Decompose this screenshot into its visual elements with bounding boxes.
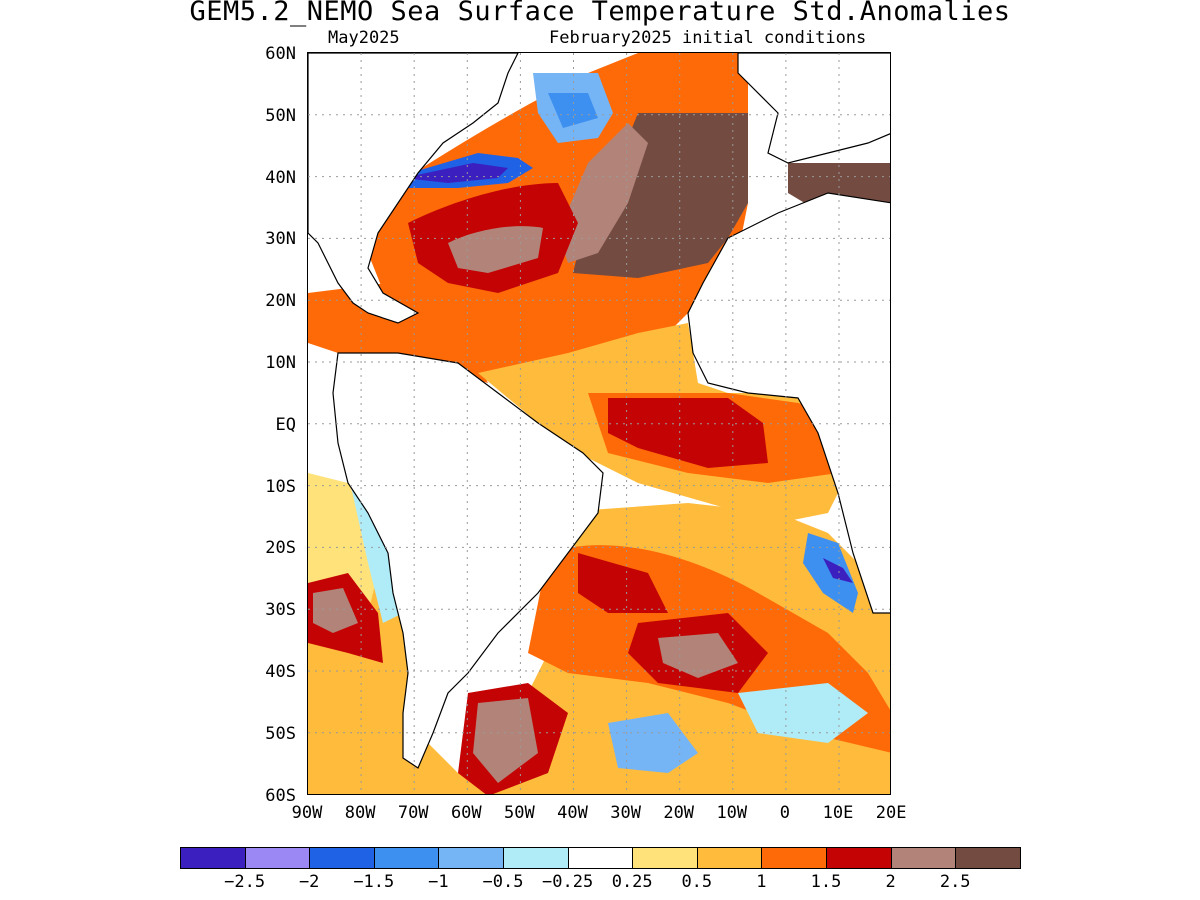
anomaly-field-south-brown1 [473, 698, 538, 783]
anomaly-field-benguela-deep [823, 558, 853, 583]
lon-tick-label: 90W [291, 803, 323, 823]
initial-conditions: February2025 initial conditions [549, 28, 867, 48]
lon-tick-label: 40W [557, 803, 588, 823]
anomaly-field-sw-brown-core [313, 588, 358, 633]
anomaly-field-gulfstream-deep [403, 163, 508, 183]
anomaly-field-gulf-1 [308, 283, 488, 383]
map-gridlines [308, 53, 890, 794]
anomaly-field-south-core1 [578, 553, 668, 613]
lat-tick-label: 50S [265, 723, 296, 744]
colorbar-label: 1.5 [810, 872, 842, 892]
lat-tick-label: 30S [265, 600, 296, 621]
anomaly-field-equator-core [608, 398, 768, 468]
lat-tick-label: 30N [265, 229, 296, 250]
map-svg [308, 53, 890, 794]
lon-tick-label: 20W [663, 803, 695, 823]
colorbar-swatch [955, 847, 1021, 869]
colorbar-swatch [890, 847, 957, 869]
landmass-europe [737, 53, 890, 164]
colorbar-label: −0.5 [482, 872, 524, 892]
lon-tick-label: 0 [779, 803, 791, 823]
anomaly-field-south-cold2 [738, 683, 868, 743]
colorbar-swatch [567, 847, 634, 869]
lon-tick-label: 80W [344, 803, 376, 823]
colorbar-swatch [826, 847, 892, 869]
lon-tick-label: 50W [504, 803, 535, 823]
lat-tick-label: 60S [265, 785, 296, 806]
colorbar-label: −1 [428, 872, 449, 892]
colorbar-label: −0.25 [542, 872, 594, 892]
lat-tick-label: EQ [275, 414, 296, 435]
colorbar-swatch [503, 847, 569, 869]
anomaly-field-2-5-inner [448, 226, 543, 273]
lat-tick-label: 10N [265, 353, 296, 373]
colorbar-label: −2 [298, 872, 320, 892]
lat-tick-label: 20N [265, 291, 296, 312]
lat-tick-label: 60N [265, 44, 296, 64]
colorbar-swatch [761, 847, 827, 869]
anomaly-field-ne-lightbrown [558, 123, 648, 263]
landmass-south-america [332, 352, 604, 769]
anomaly-field-south-brown2 [658, 633, 738, 678]
forecast-month: May2025 [328, 28, 400, 48]
colorbar-swatch [373, 847, 440, 869]
colorbar-label: −2.5 [224, 872, 266, 892]
lon-tick-label: 20E [875, 803, 907, 823]
lat-tick-label: 20S [265, 538, 296, 559]
anomaly-map [307, 52, 891, 795]
lon-tick-label: 70W [397, 803, 429, 823]
colorbar-label: 2.5 [939, 872, 971, 892]
colorbar-swatch [438, 847, 504, 869]
lon-tick-label: 60W [450, 803, 482, 823]
lat-tick-label: 50N [265, 105, 296, 126]
colorbar-swatch [632, 847, 698, 869]
landmass-north-america [308, 53, 519, 324]
lat-tick-label: 40S [265, 662, 296, 682]
lon-tick-label: 10E [822, 803, 854, 823]
colorbar-label: 0.25 [611, 872, 653, 892]
anomaly-field-south-cold1 [608, 713, 698, 773]
lat-tick-label: 10S [265, 476, 296, 497]
colorbar-label: 1 [756, 872, 767, 892]
chart-title: GEM5.2_NEMO Sea Surface Temperature Std.… [189, 0, 1011, 27]
colorbar-swatch [244, 847, 311, 869]
colorbar-swatch [180, 847, 246, 869]
colorbar-label: 0.5 [681, 872, 713, 892]
anomaly-field-ne-brown [573, 113, 748, 278]
colorbar-swatch [309, 847, 375, 869]
colorbar-swatch [696, 847, 763, 869]
colorbar-label: −1.5 [353, 872, 395, 892]
lon-tick-label: 30W [610, 803, 641, 823]
lon-tick-label: 10W [716, 803, 748, 823]
colorbar-label: 2 [885, 872, 896, 892]
lat-tick-label: 40N [265, 167, 296, 188]
